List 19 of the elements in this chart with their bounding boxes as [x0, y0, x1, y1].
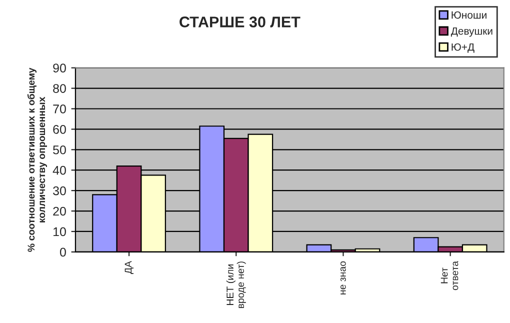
- y-axis-title: % соотношение ответивших к общему колличеству опрошенных: [27, 68, 47, 252]
- legend-label: Ю+Д: [452, 43, 474, 53]
- x-tick-label: НЕТ (или вроде нет): [226, 262, 246, 308]
- y-tick-label: 90: [53, 64, 66, 72]
- y-tick-label: 70: [53, 104, 66, 114]
- x-tick-label: ДА: [124, 260, 134, 274]
- legend-label: Девушки: [450, 27, 492, 37]
- y-tick-label: 60: [53, 125, 66, 134]
- y-tick-label: 80: [53, 84, 66, 93]
- y-tick-label: 20: [53, 206, 66, 216]
- y-tick-label: 10: [54, 227, 66, 236]
- x-tick-label: Нет ответа: [440, 260, 458, 290]
- x-tick-label: не знао: [340, 261, 346, 294]
- y-tick-label: 40: [52, 166, 66, 175]
- y-tick-label: 0: [60, 248, 66, 257]
- chart-title: СТАРШЕ 30 ЛЕТ: [180, 16, 300, 28]
- legend-label: Юноши: [452, 11, 486, 19]
- y-tick-label: 50: [53, 145, 66, 154]
- y-tick-label: 30: [53, 186, 66, 196]
